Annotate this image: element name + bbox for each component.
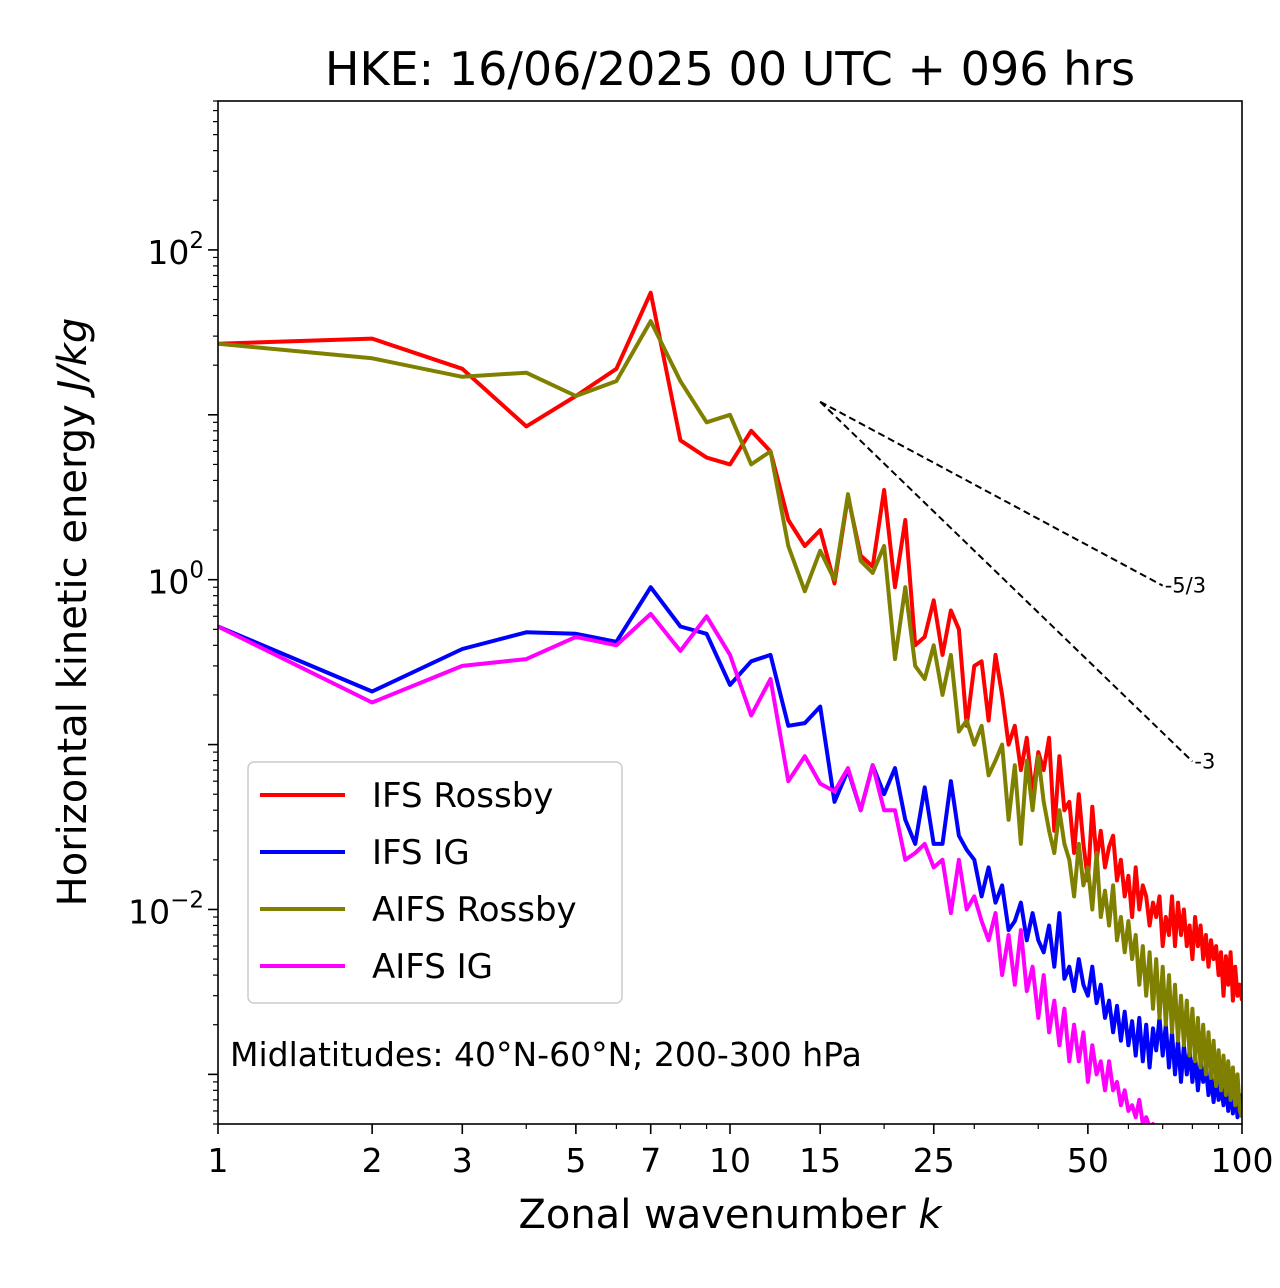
y-axis-label: Horizontal kinetic energy J/kg bbox=[50, 318, 96, 907]
y-axis-ticks: 102 100 10−2 bbox=[128, 100, 218, 1125]
x-tick-label: 100 bbox=[1211, 1141, 1274, 1180]
legend: IFS Rossby IFS IG AIFS Rossby AIFS IG bbox=[247, 761, 623, 1004]
x-tick-label: 50 bbox=[1067, 1141, 1109, 1180]
x-axis-label: Zonal wavenumber k bbox=[518, 1192, 943, 1238]
legend-label: IFS Rossby bbox=[372, 776, 553, 816]
legend-label: IFS IG bbox=[372, 833, 470, 873]
legend-label: AIFS Rossby bbox=[372, 890, 577, 930]
x-tick-label: 2 bbox=[362, 1141, 383, 1180]
x-tick-label: 10 bbox=[709, 1141, 751, 1180]
series-layer bbox=[218, 290, 1242, 1124]
x-axis-ticks: 1 2 3 5 7 10 15 25 50 100 bbox=[208, 1124, 1274, 1180]
region-annotation: Midlatitudes: 40°N-60°N; 200-300 hPa bbox=[230, 1035, 862, 1074]
y-tick-label: 10−2 bbox=[128, 887, 204, 931]
x-tick-label: 15 bbox=[799, 1141, 841, 1180]
x-tick-label: 1 bbox=[208, 1141, 229, 1180]
chart-title: HKE: 16/06/2025 00 UTC + 096 hrs bbox=[325, 42, 1135, 96]
reference-slope-label: -3 bbox=[1194, 749, 1215, 773]
y-tick-label: 100 bbox=[147, 558, 204, 602]
y-tick-label: 102 bbox=[147, 228, 204, 272]
y-axis-label-main: Horizontal kinetic energy bbox=[50, 392, 96, 907]
series-line-aifs-ig bbox=[218, 611, 1156, 1124]
x-tick-label: 7 bbox=[640, 1141, 661, 1180]
series-line-aifs-rossby bbox=[218, 319, 1242, 1118]
legend-label: AIFS IG bbox=[372, 947, 493, 987]
reference-slope-line bbox=[819, 400, 1164, 587]
reference-slope-label: -5/3 bbox=[1165, 574, 1206, 598]
legend-entries: IFS Rossby IFS IG AIFS Rossby AIFS IG bbox=[260, 776, 577, 987]
x-axis-label-main: Zonal wavenumber bbox=[518, 1192, 918, 1238]
reference-slopes: -5/3 -3 bbox=[819, 400, 1215, 773]
legend-box bbox=[247, 761, 623, 1004]
x-tick-label: 5 bbox=[565, 1141, 586, 1180]
x-axis-label-variable: k bbox=[918, 1192, 943, 1238]
x-tick-label: 25 bbox=[913, 1141, 955, 1180]
x-tick-label: 3 bbox=[452, 1141, 473, 1180]
reference-slope-line bbox=[819, 401, 1194, 763]
y-axis-label-unit: J/kg bbox=[50, 318, 96, 399]
